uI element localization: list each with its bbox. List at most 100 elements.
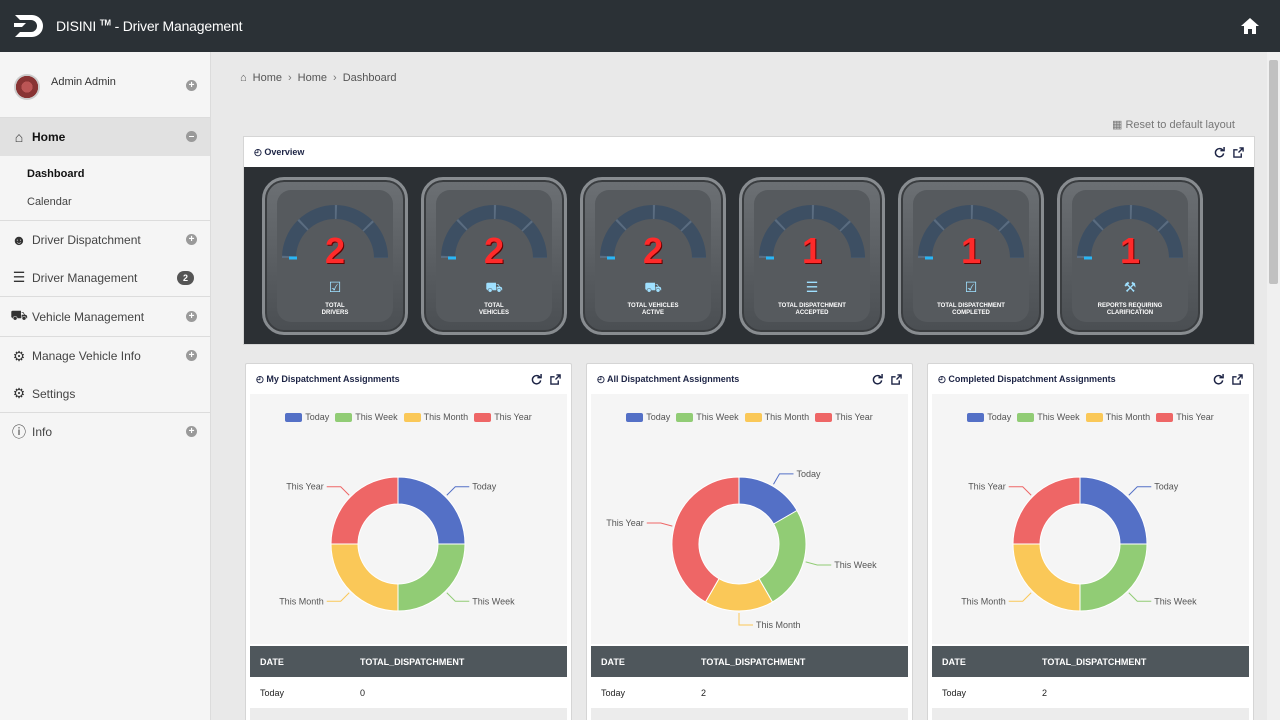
sidebar-item-driver-management[interactable]: ☰ Driver Management 2 xyxy=(0,259,210,297)
slice-label: This Week xyxy=(472,596,515,606)
legend-item[interactable]: This Month xyxy=(1085,412,1150,422)
slice-label: This Year xyxy=(968,482,1006,492)
breadcrumb-home-2[interactable]: Home xyxy=(297,72,328,84)
table-row[interactable]: This Week2 xyxy=(932,708,1249,720)
legend-item[interactable]: This Year xyxy=(815,412,873,422)
label-leader-line xyxy=(1128,592,1152,602)
donut-chart: Today This Week This Month This Year xyxy=(961,476,1197,612)
gauge-dial xyxy=(600,205,706,260)
gauge-value: 2 xyxy=(642,230,664,271)
truck-icon: ⛟ xyxy=(644,279,662,295)
sidebar-item-label: Info xyxy=(32,425,53,439)
external-link-icon[interactable] xyxy=(1232,374,1243,385)
panel-title: ◴ Overview xyxy=(254,147,305,157)
reset-layout-button[interactable]: ▦ Reset to default layout xyxy=(1112,119,1235,131)
legend-item[interactable]: This Week xyxy=(676,412,739,422)
slice-label: This Year xyxy=(606,518,644,528)
legend-item[interactable]: Today xyxy=(967,412,1011,422)
expand-icon[interactable]: + xyxy=(186,350,197,361)
gauge-dial xyxy=(759,205,865,260)
gauge-label: TOTAL DISPATCHMENT COMPLETED xyxy=(937,303,1005,316)
refresh-icon[interactable] xyxy=(531,374,542,385)
user-profile[interactable]: Admin Admin + xyxy=(0,52,210,118)
slice-label: This Week xyxy=(1154,596,1197,606)
gauge-dial xyxy=(1077,205,1183,260)
donut-chart: Today This Week This Month This Year xyxy=(279,476,515,612)
refresh-icon[interactable] xyxy=(1214,147,1225,158)
table-row[interactable]: This Week0 xyxy=(250,708,567,720)
pie-chart-icon: ◴ xyxy=(938,374,946,384)
pie-chart-icon: ◴ xyxy=(597,374,605,384)
breadcrumb-dashboard[interactable]: Dashboard xyxy=(342,72,397,84)
pie-slice[interactable] xyxy=(1012,476,1081,545)
expand-icon[interactable]: + xyxy=(186,311,197,322)
pie-slice[interactable] xyxy=(758,509,807,603)
gauge-label: TOTAL VEHICLES xyxy=(478,303,509,316)
expand-user-icon[interactable]: + xyxy=(186,80,197,91)
pie-slice[interactable] xyxy=(671,476,740,603)
breadcrumb-home[interactable]: Home xyxy=(252,72,282,84)
truck-icon: ⛟ xyxy=(485,279,503,295)
gauge-value: 2 xyxy=(483,230,505,271)
table-header: DATE TOTAL_DISPATCHMENT xyxy=(591,646,908,677)
legend-item[interactable]: This Year xyxy=(474,412,532,422)
slice-label: This Month xyxy=(961,596,1006,606)
sidebar-item-vehicle-management[interactable]: ⛟ Vehicle Management + xyxy=(0,297,210,337)
wrench-icon: ⚒ xyxy=(1123,279,1137,295)
sidebar-item-home[interactable]: ⌂ Home – xyxy=(0,118,210,156)
gauge-row: 2 ☑ TOTAL DRIVERS 2 ⛟ TOTAL VEHICLES 2 ⛟ TOTAL VEH… xyxy=(244,167,1254,344)
breadcrumb: ⌂ Home › Home › Dashboard xyxy=(240,72,397,84)
table-row[interactable]: Today 2 xyxy=(932,677,1249,708)
info-icon: ⓘ xyxy=(12,424,26,440)
refresh-icon[interactable] xyxy=(872,374,883,385)
gauge-dial xyxy=(441,205,547,260)
table-header: DATE TOTAL_DISPATCHMENT xyxy=(932,646,1249,677)
sidebar-item-info[interactable]: ⓘ Info + xyxy=(0,413,210,451)
label-leader-line xyxy=(646,522,673,527)
sidebar-item-dashboard[interactable]: Dashboard xyxy=(27,168,85,180)
home-icon: ⌂ xyxy=(240,72,247,84)
chart-legend: Today This Week This Month This Year xyxy=(250,412,567,422)
expand-icon[interactable]: + xyxy=(186,234,197,245)
legend-item[interactable]: This Year xyxy=(1156,412,1214,422)
external-link-icon[interactable] xyxy=(550,374,561,385)
gauge-value: 1 xyxy=(960,230,982,271)
sidebar-item-manage-vehicle-info[interactable]: ⚙ Manage Vehicle Info + xyxy=(0,337,210,375)
label-leader-line xyxy=(805,561,832,566)
legend-item[interactable]: Today xyxy=(285,412,329,422)
table-row[interactable]: Today 0 xyxy=(250,677,567,708)
external-link-icon[interactable] xyxy=(891,374,902,385)
collapse-icon[interactable]: – xyxy=(186,131,197,142)
table-row[interactable]: This Week2 xyxy=(591,708,908,720)
notification-badge: 2 xyxy=(177,271,194,285)
sidebar-item-driver-dispatchment[interactable]: ☻ Driver Dispatchment + xyxy=(0,221,210,259)
legend-item[interactable]: This Week xyxy=(335,412,398,422)
legend-item[interactable]: This Week xyxy=(1017,412,1080,422)
expand-icon[interactable]: + xyxy=(186,426,197,437)
gauge-label: TOTAL VEHICLES ACTIVE xyxy=(627,303,679,316)
sidebar-item-label: Settings xyxy=(32,386,76,401)
chart-legend: Today This Week This Month This Year xyxy=(932,412,1249,422)
gauge-dial xyxy=(918,205,1024,260)
gear-icon: ⚙ xyxy=(12,347,26,364)
gauge-tile: 2 ⛟ TOTAL VEHICLES xyxy=(421,177,567,335)
legend-item[interactable]: This Month xyxy=(744,412,809,422)
card-title: ◴ My Dispatchment Assignments xyxy=(256,374,400,384)
external-link-icon[interactable] xyxy=(1233,147,1244,158)
home-icon[interactable] xyxy=(1240,16,1260,36)
sidebar-item-calendar[interactable]: Calendar xyxy=(27,196,72,208)
legend-item[interactable]: Today xyxy=(626,412,670,422)
home-icon: ⌂ xyxy=(14,129,24,145)
dashboard-icon: ◴ xyxy=(254,147,262,157)
sidebar-item-settings[interactable]: ⚙ Settings xyxy=(0,375,210,413)
table-row[interactable]: Today 2 xyxy=(591,677,908,708)
top-navbar: DISINI TM - Driver Management xyxy=(0,0,1280,52)
gauge-tile: 1 ☑ TOTAL DISPATCHMENT COMPLETED xyxy=(898,177,1044,335)
scrollbar-thumb[interactable] xyxy=(1269,60,1278,284)
legend-item[interactable]: This Month xyxy=(403,412,468,422)
refresh-icon[interactable] xyxy=(1213,374,1224,385)
pie-slice[interactable] xyxy=(330,476,399,545)
card-title: ◴ All Dispatchment Assignments xyxy=(597,374,740,384)
